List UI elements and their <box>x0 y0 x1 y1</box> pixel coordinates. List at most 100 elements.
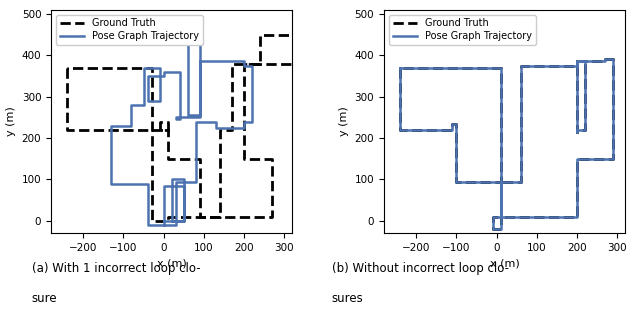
Pose Graph Trajectory <box>160 223 167 227</box>
Pose Graph Trajectory <box>192 179 200 183</box>
Pose Graph Trajectory <box>517 179 524 183</box>
Pose Graph Trajectory <box>601 57 609 61</box>
Pose Graph Trajectory <box>196 113 204 117</box>
Pose Graph Trajectory <box>517 215 524 219</box>
Ground Truth <box>241 157 248 161</box>
Ground Truth <box>63 66 71 70</box>
Ground Truth <box>497 179 505 183</box>
Pose Graph Trajectory <box>396 66 404 70</box>
Ground Truth <box>489 227 496 231</box>
Ground Truth <box>609 157 617 161</box>
Text: sure: sure <box>32 292 57 305</box>
Pose Graph Trajectory <box>180 219 188 223</box>
Pose Graph Trajectory <box>144 182 151 186</box>
Pose Graph Trajectory <box>160 70 167 74</box>
Y-axis label: y (m): y (m) <box>6 107 16 136</box>
Ground Truth <box>164 157 172 161</box>
Pose Graph Trajectory <box>241 60 248 64</box>
Ground Truth <box>581 60 589 64</box>
Pose Graph Trajectory <box>449 122 456 125</box>
Pose Graph Trajectory <box>573 157 581 161</box>
Pose Graph Trajectory <box>128 124 135 128</box>
Ground Truth <box>497 66 505 70</box>
Ground Truth <box>304 62 312 65</box>
Ground Truth <box>148 219 156 223</box>
Ground Truth <box>452 179 460 183</box>
Pose Graph Trajectory <box>180 179 188 183</box>
Ground Truth <box>517 215 524 219</box>
Pose Graph Trajectory <box>573 130 581 134</box>
Pose Graph Trajectory <box>517 64 524 68</box>
Ground Truth <box>341 62 348 65</box>
Ground Truth <box>573 215 581 219</box>
Pose Graph Trajectory <box>517 179 524 183</box>
Ground Truth <box>216 128 224 132</box>
Ground Truth <box>396 128 404 132</box>
Pose Graph Trajectory <box>573 128 581 132</box>
Pose Graph Trajectory <box>497 66 505 70</box>
Pose Graph Trajectory <box>212 120 219 123</box>
Ground Truth <box>497 215 505 219</box>
Ground Truth <box>256 62 264 65</box>
Pose Graph Trajectory <box>160 223 167 227</box>
Pose Graph Trajectory <box>180 219 188 223</box>
Pose Graph Trajectory <box>180 184 188 188</box>
Pose Graph Trajectory <box>128 103 135 107</box>
Pose Graph Trajectory <box>156 66 163 70</box>
Ground Truth <box>256 33 264 37</box>
Pose Graph Trajectory <box>160 74 167 78</box>
Ground Truth <box>164 157 172 161</box>
Ground Truth <box>63 66 71 70</box>
Ground Truth <box>304 20 312 24</box>
Pose Graph Trajectory <box>241 126 248 130</box>
Pose Graph Trajectory <box>168 219 175 223</box>
Pose Graph Trajectory <box>212 126 219 130</box>
Ground Truth <box>573 64 581 68</box>
Ground Truth <box>573 130 581 134</box>
Ground Truth <box>497 227 505 231</box>
Ground Truth <box>517 179 524 183</box>
Pose Graph Trajectory <box>449 128 456 132</box>
Pose Graph Trajectory <box>497 215 505 219</box>
Text: (b) Without incorrect loop clo-: (b) Without incorrect loop clo- <box>332 262 508 275</box>
Ground Truth <box>228 62 236 65</box>
Pose Graph Trajectory <box>581 60 589 64</box>
Legend: Ground Truth, Pose Graph Trajectory: Ground Truth, Pose Graph Trajectory <box>56 15 203 45</box>
Ground Truth <box>216 215 224 219</box>
Ground Truth <box>196 157 204 161</box>
Ground Truth <box>156 120 163 123</box>
Ground Truth <box>517 64 524 68</box>
Pose Graph Trajectory <box>517 215 524 219</box>
Legend: Ground Truth, Pose Graph Trajectory: Ground Truth, Pose Graph Trajectory <box>389 15 536 45</box>
Pose Graph Trajectory <box>160 184 167 188</box>
Pose Graph Trajectory <box>396 128 404 132</box>
Pose Graph Trajectory <box>248 120 256 123</box>
Pose Graph Trajectory <box>609 157 617 161</box>
Pose Graph Trajectory <box>108 124 115 128</box>
X-axis label: x (m): x (m) <box>490 259 519 269</box>
Line: Ground Truth: Ground Truth <box>67 22 353 221</box>
Pose Graph Trajectory <box>140 103 147 107</box>
Pose Graph Trajectory <box>196 60 204 64</box>
Pose Graph Trajectory <box>241 120 248 123</box>
Pose Graph Trajectory <box>196 115 204 119</box>
Pose Graph Trajectory <box>573 215 581 219</box>
Ground Truth <box>349 20 357 24</box>
Ground Truth <box>156 128 163 132</box>
Pose Graph Trajectory <box>184 41 191 45</box>
Pose Graph Trajectory <box>248 64 256 68</box>
Line: Pose Graph Trajectory: Pose Graph Trajectory <box>400 59 613 229</box>
Pose Graph Trajectory <box>573 64 581 68</box>
Ground Truth <box>341 33 348 37</box>
Pose Graph Trajectory <box>497 179 505 183</box>
Pose Graph Trajectory <box>497 179 505 183</box>
Line: Pose Graph Trajectory: Pose Graph Trajectory <box>112 43 252 225</box>
Ground Truth <box>497 215 505 219</box>
Pose Graph Trajectory <box>489 215 496 219</box>
Ground Truth <box>609 57 617 61</box>
Pose Graph Trajectory <box>241 64 248 68</box>
Pose Graph Trajectory <box>609 57 617 61</box>
Pose Graph Trajectory <box>140 66 147 70</box>
Ground Truth <box>228 128 236 132</box>
Pose Graph Trajectory <box>160 219 167 223</box>
